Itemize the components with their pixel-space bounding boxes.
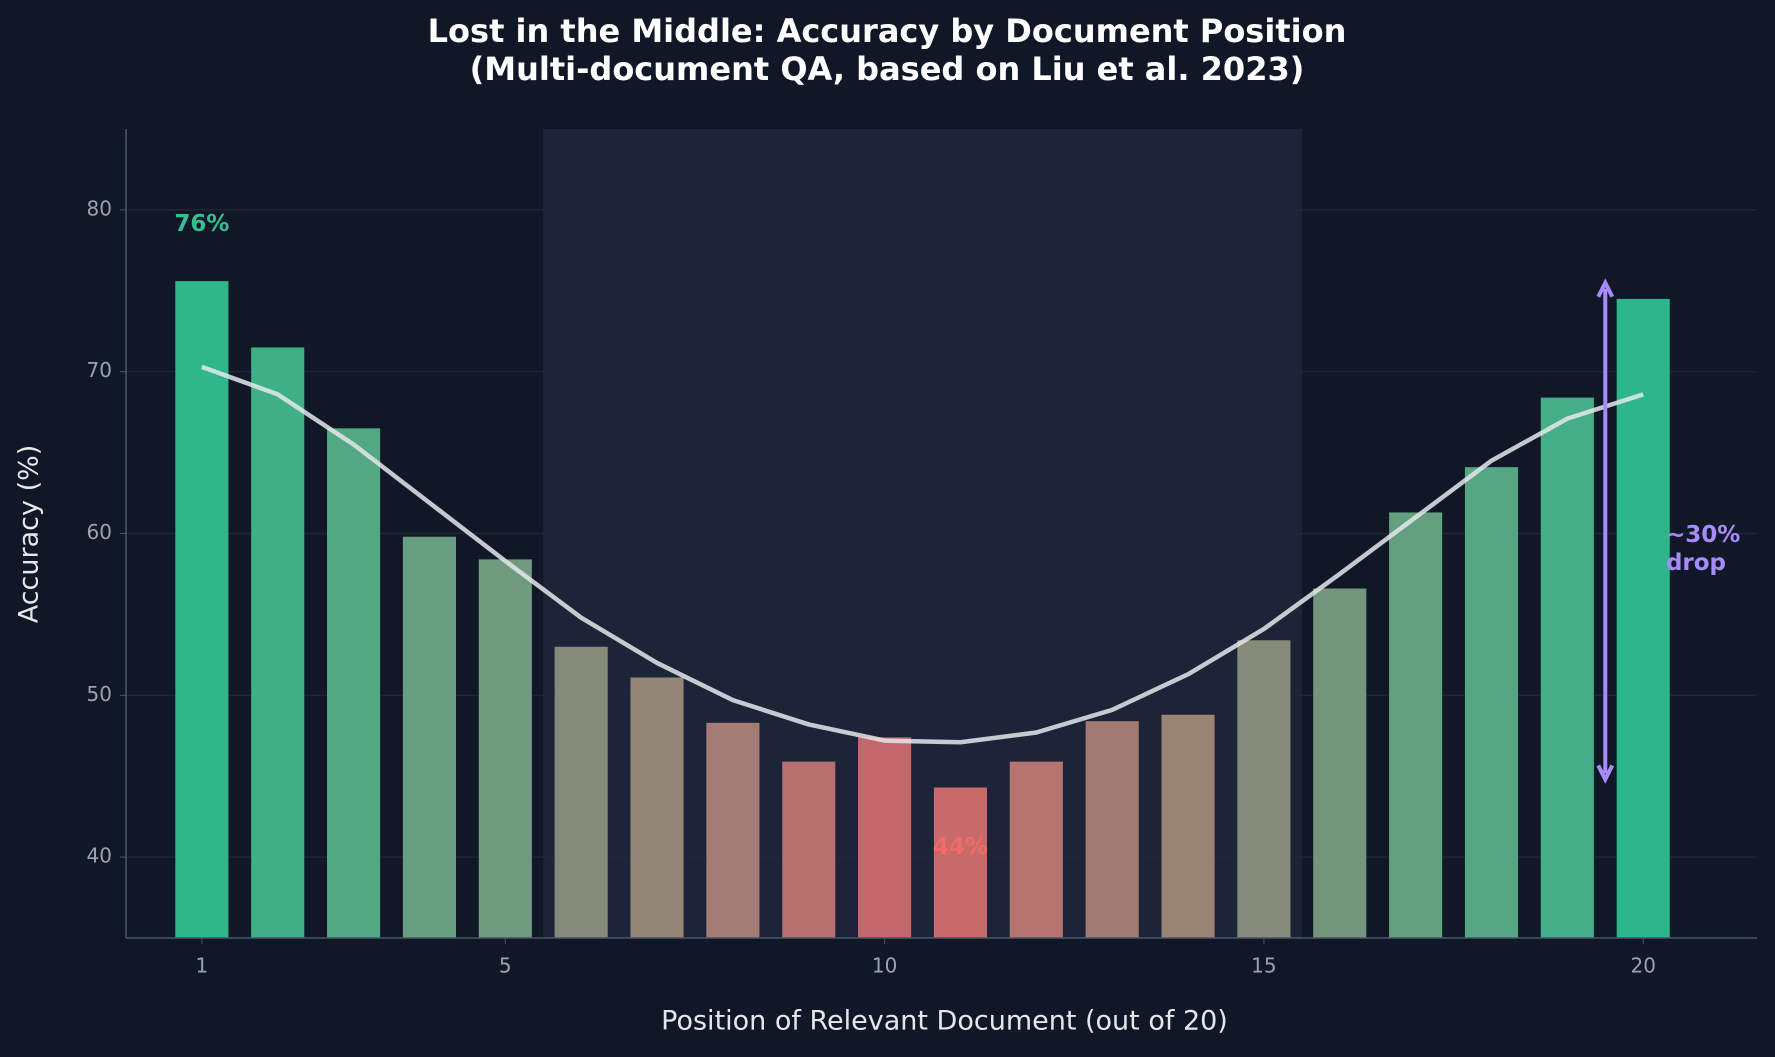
chart-title: Lost in the Middle: Accuracy by Document… <box>428 12 1347 50</box>
y-tick-label: 40 <box>87 844 112 868</box>
annotation: drop <box>1666 550 1726 576</box>
annotation: 76% <box>174 211 229 237</box>
bar <box>478 559 532 938</box>
x-axis-label: Position of Relevant Document (out of 20… <box>661 1006 1228 1037</box>
x-tick-label: 10 <box>872 954 897 978</box>
bar <box>782 761 836 938</box>
y-tick-label: 70 <box>87 358 112 382</box>
bar <box>1161 714 1215 938</box>
y-axis-label: Accuracy (%) <box>14 445 45 624</box>
x-tick-label: 5 <box>499 954 512 978</box>
bar <box>706 722 760 938</box>
bar <box>402 536 456 938</box>
bar <box>1313 588 1367 938</box>
trend-line <box>201 364 1644 745</box>
bar <box>1389 512 1443 938</box>
y-tick-label: 80 <box>87 196 112 220</box>
annotation: ~30% <box>1666 522 1740 548</box>
bar <box>858 737 912 938</box>
arrow-head <box>1596 764 1615 784</box>
bar <box>1085 721 1139 938</box>
annotation: 44% <box>933 834 988 860</box>
bar <box>1464 467 1519 938</box>
y-tick-label: 60 <box>87 520 112 544</box>
y-tick-label: 50 <box>87 682 112 706</box>
bar <box>554 646 608 938</box>
x-tick-label: 15 <box>1251 954 1276 978</box>
x-tick-label: 20 <box>1630 954 1655 978</box>
bar <box>1237 640 1291 938</box>
bar <box>933 787 988 938</box>
bar <box>175 281 229 938</box>
bar <box>1616 298 1670 938</box>
bar <box>630 677 684 938</box>
arrow-head <box>1596 278 1615 298</box>
bar <box>1540 397 1594 938</box>
bar <box>251 347 305 938</box>
bar <box>327 428 381 938</box>
chart-title: (Multi-document QA, based on Liu et al. … <box>470 50 1305 88</box>
bar <box>1009 761 1063 938</box>
x-tick-label: 1 <box>195 954 208 978</box>
